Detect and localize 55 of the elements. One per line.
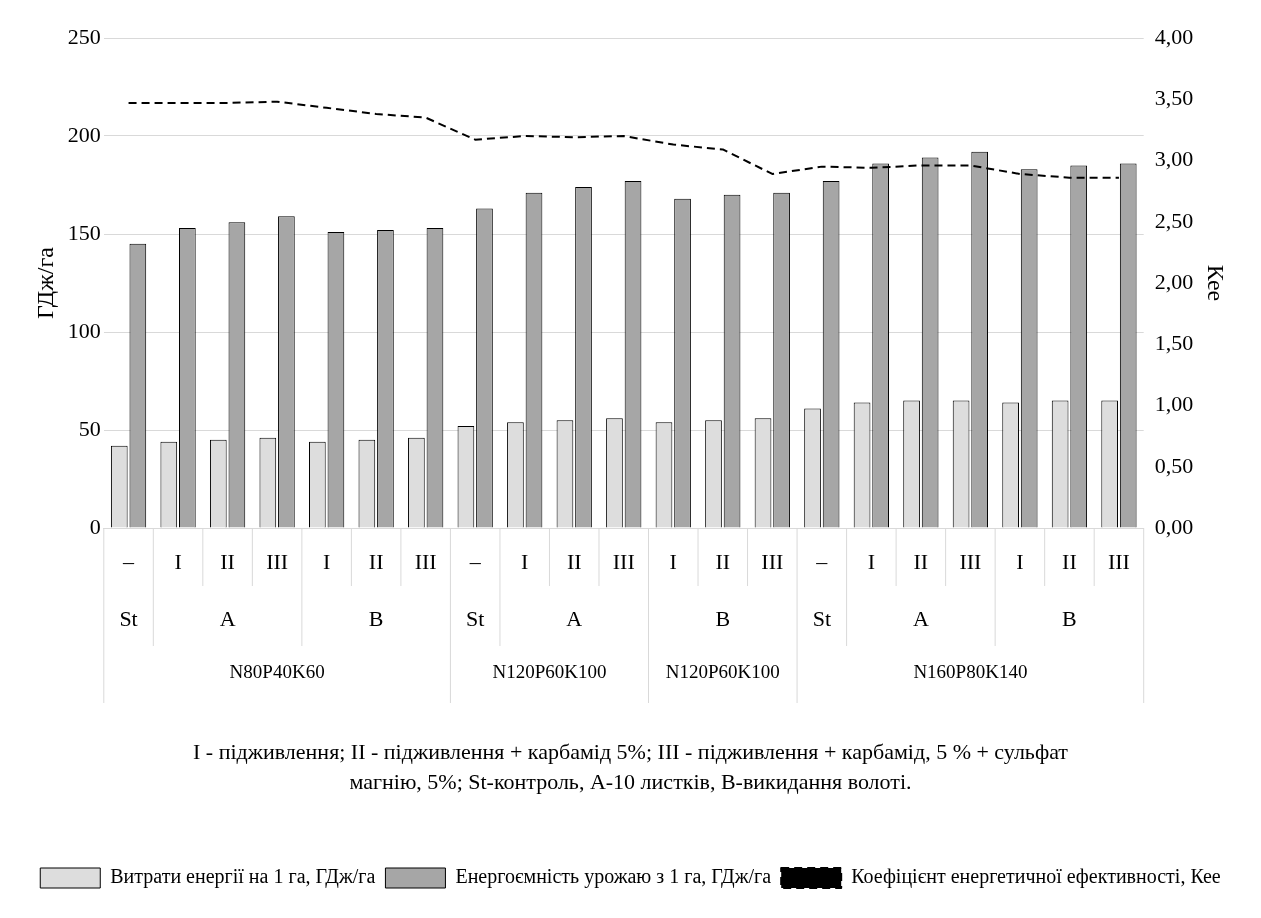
x-tick-label: III	[266, 548, 289, 574]
x-tick-label: I	[521, 548, 529, 574]
x-tick-label: –	[122, 548, 136, 574]
y-tick-label: 250	[67, 23, 101, 49]
text: N120P60K100	[492, 660, 607, 682]
text: N80P40K60	[229, 660, 325, 682]
y2-tick-label: 0,00	[1154, 513, 1194, 539]
text: St	[466, 605, 485, 631]
legend-label: Коефіцієнт енергетичної ефективності, Кее	[851, 865, 1221, 889]
text: A	[912, 605, 929, 631]
x-tick-label: III	[414, 548, 437, 574]
text: St	[119, 605, 138, 631]
x-tick-label: III	[1107, 548, 1130, 574]
legend-label: Енергоємність урожаю з 1 га, ГДж/га	[455, 865, 772, 889]
y-tick-label: 200	[67, 121, 101, 147]
y-tick-label: 50	[78, 415, 101, 441]
x-tick-label: III	[761, 548, 784, 574]
y-tick-label: 100	[67, 317, 101, 343]
x-tick-label: III	[612, 548, 635, 574]
y2-axis-title: Кее	[1203, 264, 1230, 302]
x-tick-label: II	[220, 548, 235, 574]
text: A	[566, 605, 583, 631]
y2-tick-label: 2,00	[1154, 268, 1194, 294]
x-tick-label: II	[566, 548, 582, 574]
x-tick-label: I	[1016, 548, 1024, 574]
text: A	[219, 605, 236, 631]
y2-tick-label: 1,50	[1154, 330, 1194, 356]
y2-tick-label: 4,00	[1154, 23, 1194, 49]
x-tick-label: II	[913, 548, 929, 574]
x-tick-label: I	[322, 548, 331, 574]
y2-tick-label: 1,00	[1154, 391, 1194, 417]
x-tick-label: II	[715, 548, 731, 574]
x-tick-label: –	[468, 548, 482, 574]
text: I - підживлення; II - підживлення + карбамід 5%; III - підживлення + карбамід, 5 % + сульфат магнію, 5%; St-контроль, А-10 листків, В-викидання волоті.	[193, 738, 1069, 794]
y-tick-label: 150	[67, 219, 101, 245]
text: N120P60K100	[665, 660, 780, 682]
x-tick-label: I	[669, 548, 677, 574]
text: B	[368, 605, 384, 631]
x-tick-label: I	[867, 548, 876, 574]
x-tick-label: II	[1062, 548, 1077, 574]
y-tick-label: 0	[89, 513, 101, 539]
x-tick-label: I	[174, 548, 182, 574]
x-tick-label: II	[368, 548, 384, 574]
text: B	[715, 605, 731, 631]
y2-tick-label: 2,50	[1154, 207, 1194, 233]
text: N160P80K140	[913, 660, 1028, 682]
x-tick-label: –	[815, 548, 829, 574]
y2-tick-label: 3,50	[1154, 85, 1194, 111]
y2-tick-label: 3,00	[1154, 146, 1194, 172]
legend-label: Витрати енергії на 1 га, ГДж/га	[110, 865, 376, 889]
text: B	[1062, 605, 1077, 631]
text: St	[812, 605, 832, 631]
y2-tick-label: 0,50	[1154, 452, 1194, 478]
x-tick-label: III	[959, 548, 982, 574]
y-axis-title: ГДж/га	[31, 246, 58, 319]
